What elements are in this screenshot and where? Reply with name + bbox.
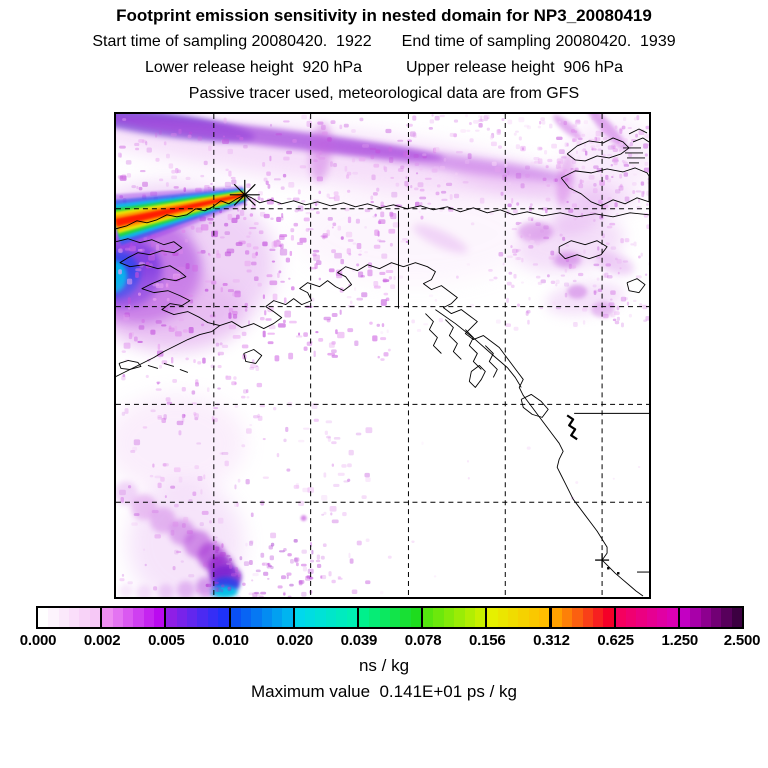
colorbar-cell: [423, 608, 486, 627]
colorbar-units-label: ns / kg: [358, 656, 410, 675]
colorbar-tick-label: 0.039: [340, 632, 378, 649]
colorbar-cell: [38, 608, 101, 627]
upper-release-text: Upper release height 906 hPa: [406, 59, 624, 76]
emission-plume: [116, 186, 247, 252]
colorbar-cell: [102, 608, 165, 627]
end-time-text: End time of sampling 20080420. 1939: [401, 33, 676, 50]
colorbar-cell: [294, 608, 357, 627]
receptor-cross: [595, 553, 610, 568]
lower-release-text: Lower release height 920 hPa: [144, 59, 362, 76]
colorbar: [36, 606, 744, 629]
colorbar-tick-label: 0.312: [533, 632, 570, 649]
political-borders: [397, 210, 649, 573]
map-frame: [114, 112, 651, 599]
colorbar-cell: [230, 608, 293, 627]
colorbar-tick-label: 0.625: [597, 632, 634, 649]
colorbar-cell: [615, 608, 678, 627]
colorbar-cell: [551, 608, 614, 627]
gridlines: [116, 114, 649, 597]
colorbar-cell: [487, 608, 550, 627]
colorbar-tick-label: 0.156: [468, 632, 506, 649]
release-marker: [229, 179, 260, 210]
colorbar-tick-label: 0.005: [148, 632, 185, 649]
release-heights-line: Lower release height 920 hPa Upper releas…: [0, 59, 768, 77]
colorbar-tick-label: 0.000: [19, 632, 57, 649]
tracer-info-line: Passive tracer used, meteorological data…: [188, 85, 580, 102]
colorbar-tick-label: 0.020: [276, 632, 313, 649]
start-time-text: Start time of sampling 20080420. 1922: [92, 33, 372, 50]
coastlines: [116, 128, 649, 597]
speckle-texture: [116, 114, 649, 597]
colorbar-tick-label: 2.500: [723, 632, 761, 649]
colorbar-cell: [679, 608, 743, 627]
colorbar-tick-label: 0.078: [404, 632, 442, 649]
colorbar-tick-label: 0.002: [83, 632, 121, 649]
sampling-times-line: Start time of sampling 20080420. 1922 End…: [0, 33, 768, 51]
footprint-map: [116, 114, 649, 597]
field-washes: [116, 114, 649, 597]
colorbar-tick-label: 0.010: [212, 632, 249, 649]
colorbar-cell: [358, 608, 422, 627]
page-title: Footprint emission sensitivity in nested…: [116, 6, 652, 25]
colorbar-tick-label: 1.250: [661, 632, 699, 649]
max-value-label: Maximum value 0.141E+01 ps / kg: [251, 682, 517, 701]
colorbar-cell: [166, 608, 229, 627]
